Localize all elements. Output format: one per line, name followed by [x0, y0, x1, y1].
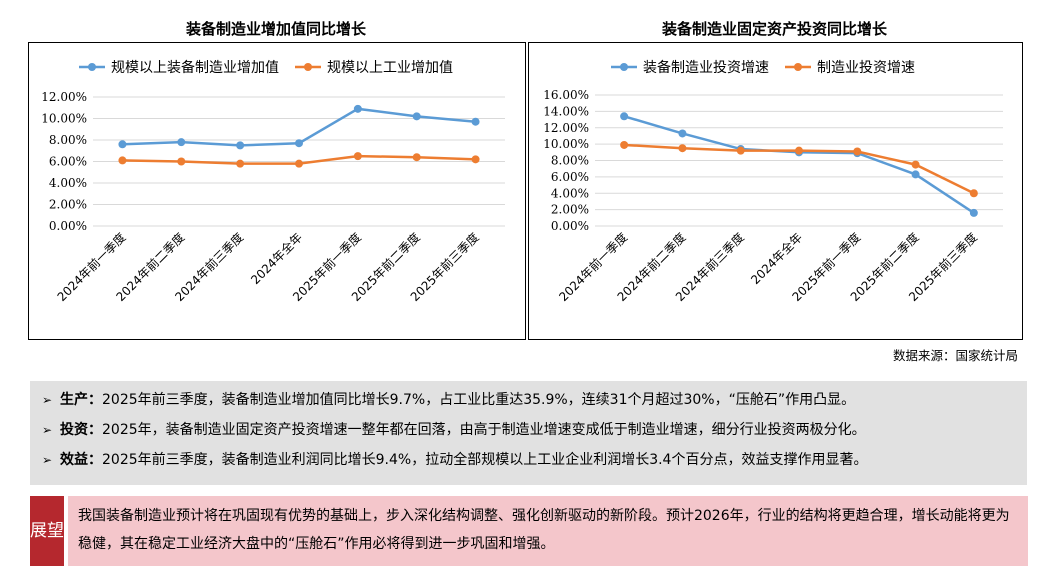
data-point — [736, 146, 745, 155]
data-point — [177, 138, 186, 147]
y-tick-label: 12.00% — [543, 121, 589, 135]
data-point — [969, 208, 978, 217]
data-point — [236, 159, 245, 168]
chart-2: 0.00% 2.00% 4.00% 6.00% 8.00% 10.00% 12.00% 14.… — [528, 42, 1023, 340]
chart-1: 0.00% 2.00% 4.00% 6.00% 8.00% 10.00% 12.00% 202… — [28, 42, 526, 340]
data-point — [620, 140, 629, 149]
bullet-text: 2025年前三季度，装备制造业利润同比增长9.4%，拉动全部规模以上工业企业利润… — [102, 452, 868, 468]
legend-marker — [620, 63, 628, 71]
data-point — [353, 104, 362, 113]
data-point — [118, 140, 127, 149]
data-point — [412, 153, 421, 162]
data-point — [911, 170, 920, 179]
legend-marker — [88, 63, 96, 71]
bullet-key: 生产： — [60, 392, 102, 408]
y-tick-label: 8.00% — [551, 154, 589, 168]
y-tick-label: 6.00% — [551, 170, 589, 184]
y-tick-label: 16.00% — [543, 88, 589, 102]
bullet-key: 效益： — [60, 452, 102, 468]
outlook-text: 我国装备制造业预计将在巩固现有优势的基础上，步入深化结构调整、强化创新驱动的新阶… — [68, 496, 1028, 566]
bullet-key: 投资： — [60, 422, 102, 438]
y-tick-label: 8.00% — [49, 133, 87, 147]
data-point — [853, 147, 862, 156]
data-point — [620, 112, 629, 121]
data-point — [471, 155, 480, 164]
arrow-icon: ➢ — [42, 423, 53, 437]
data-point — [412, 112, 421, 121]
legend-label: 制造业投资增速 — [817, 60, 915, 76]
y-tick-label: 14.00% — [543, 104, 589, 118]
data-point — [678, 129, 687, 138]
y-tick-label: 0.00% — [551, 219, 589, 233]
data-point — [795, 146, 803, 155]
legend-label: 规模以上工业增加值 — [327, 60, 453, 76]
arrow-icon: ➢ — [42, 453, 53, 467]
y-tick-label: 4.00% — [551, 186, 589, 200]
chart-1-svg: 0.00% 2.00% 4.00% 6.00% 8.00% 10.00% 12.00% 202… — [41, 59, 505, 304]
series-line — [623, 115, 975, 214]
chart-1-title: 装备制造业增加值同比增长 — [185, 20, 366, 38]
bullet-production: ➢ 生产：2025年前三季度，装备制造业增加值同比增长9.7%，占工业比重达35.… — [42, 385, 1027, 415]
y-tick-label: 2.00% — [551, 203, 589, 217]
data-point — [911, 160, 920, 169]
data-point — [969, 189, 978, 198]
bullet-text: 2025年，装备制造业固定资产投资增速一整年都在回落，由高于制造业增速变成低于制… — [102, 422, 866, 438]
y-tick-label: 10.00% — [543, 137, 589, 151]
legend-marker — [304, 63, 312, 71]
outlook-panel: 展望 我国装备制造业预计将在巩固现有优势的基础上，步入深化结构调整、强化创新驱动… — [30, 496, 1028, 566]
chart-2-title: 装备制造业固定资产投资同比增长 — [661, 20, 887, 38]
data-point — [236, 141, 245, 150]
y-tick-label: 12.00% — [41, 90, 87, 104]
chart-2-svg: 0.00% 2.00% 4.00% 6.00% 8.00% 10.00% 12.00% 14.… — [543, 59, 1003, 304]
bullet-investment: ➢ 投资：2025年，装备制造业固定资产投资增速一整年都在回落，由高于制造业增速变… — [42, 415, 1027, 445]
outlook-label: 展望 — [30, 496, 64, 566]
y-tick-label: 6.00% — [49, 155, 87, 169]
x-tick-label: 2024年全年 — [247, 230, 305, 288]
data-point — [471, 117, 480, 126]
data-point — [295, 139, 303, 148]
y-tick-label: 4.00% — [49, 176, 87, 190]
y-tick-label: 0.00% — [49, 219, 87, 233]
y-tick-label: 10.00% — [41, 112, 87, 126]
summary-panel: ➢ 生产：2025年前三季度，装备制造业增加值同比增长9.7%，占工业比重达35.… — [30, 381, 1027, 485]
data-point — [177, 157, 186, 166]
legend-marker — [794, 63, 802, 71]
bullet-profit: ➢ 效益：2025年前三季度，装备制造业利润同比增长9.4%，拉动全部规模以上工业… — [42, 445, 1027, 475]
legend-label: 装备制造业投资增速 — [643, 59, 769, 76]
y-tick-label: 2.00% — [49, 198, 87, 212]
bullet-text: 2025年前三季度，装备制造业增加值同比增长9.7%，占工业比重达35.9%，连… — [102, 392, 856, 408]
data-point — [678, 144, 687, 153]
arrow-icon: ➢ — [42, 393, 53, 407]
data-point — [295, 159, 303, 168]
data-point — [353, 152, 362, 161]
data-point — [118, 156, 127, 165]
x-tick-label: 2024年全年 — [747, 230, 805, 288]
legend-label: 规模以上装备制造业增加值 — [111, 59, 279, 76]
data-source: 数据来源：国家统计局 — [892, 348, 1018, 363]
